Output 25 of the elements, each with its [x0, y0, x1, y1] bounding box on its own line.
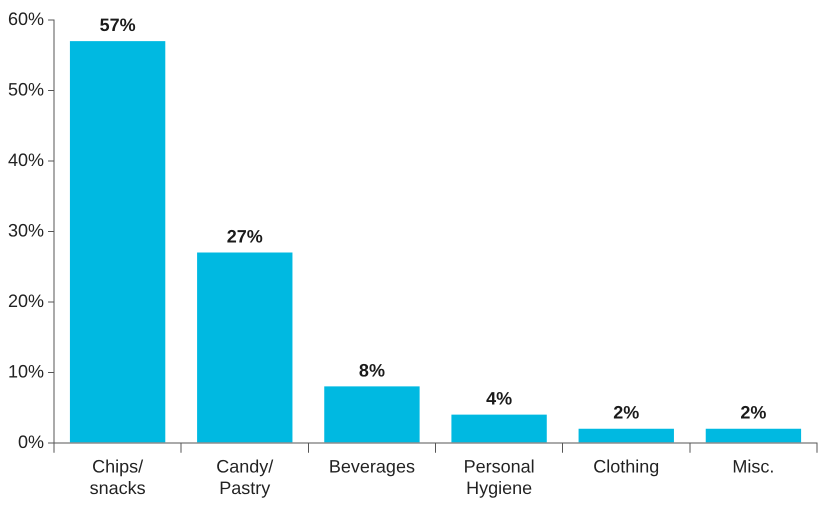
x-tick-label: Chips/ snacks [90, 456, 146, 498]
y-tick-label: 40% [8, 150, 44, 170]
x-tick-label: Beverages [328, 456, 415, 477]
bar [706, 428, 802, 442]
y-tick-label: 20% [8, 290, 44, 311]
data-label: 2% [613, 402, 640, 423]
y-tick-label: 60% [8, 8, 44, 29]
data-label: 27% [226, 226, 263, 247]
x-tick-label: Personal Hygiene [464, 456, 535, 498]
x-tick-label: Candy/ Pastry [216, 456, 274, 498]
y-tick-label: 30% [8, 220, 44, 240]
x-tick-label: Clothing [593, 456, 660, 477]
bar [197, 252, 292, 442]
y-tick-label: 0% [18, 432, 44, 452]
bar [70, 41, 166, 442]
data-label: 8% [358, 360, 385, 380]
y-tick-label: 10% [8, 361, 44, 382]
y-tick-label: 50% [8, 79, 44, 100]
bar [578, 428, 674, 442]
data-label: 57% [100, 15, 136, 36]
x-tick-label: Misc. [732, 456, 774, 477]
bar [451, 414, 547, 442]
data-label: 4% [486, 388, 512, 409]
bar [324, 386, 420, 442]
data-label: 2% [740, 402, 766, 423]
